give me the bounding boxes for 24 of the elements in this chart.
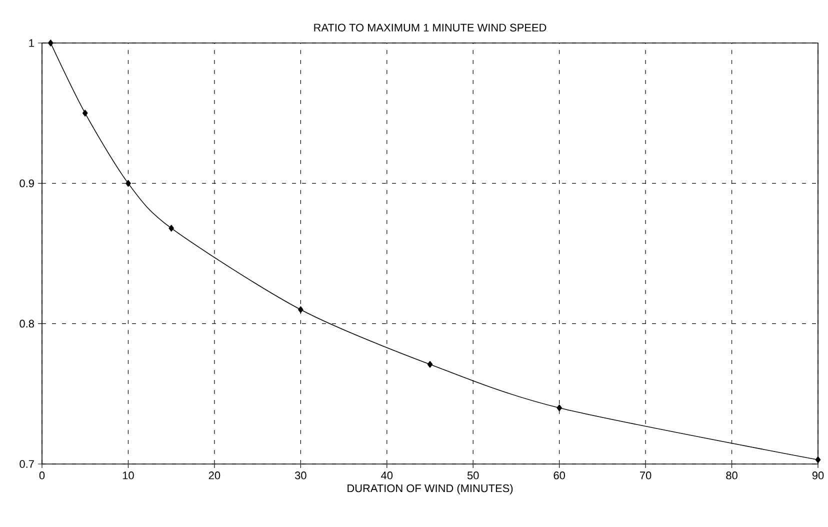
x-tick-label: 10 (122, 472, 134, 480)
x-tick-label: 20 (208, 472, 220, 480)
y-tick-label: 1 (29, 39, 34, 47)
chart-title: RATIO TO MAXIMUM 1 MINUTE WIND SPEED (314, 24, 546, 32)
point (556, 404, 562, 412)
x-axis-title: DURATION OF WIND (MINUTES) (348, 484, 513, 494)
x-tick-label: 90 (812, 472, 824, 480)
y-tick-label: 0.7 (20, 460, 34, 468)
point (126, 180, 131, 187)
x-tick-label: 0 (39, 472, 45, 480)
x-tick-label: 60 (554, 472, 565, 480)
point (427, 360, 433, 368)
x-tick-label: 50 (467, 472, 479, 480)
x-tick-label: 80 (726, 472, 738, 480)
point (168, 224, 174, 232)
point (815, 456, 821, 464)
y-tick-label: 0.9 (20, 179, 34, 188)
x-tick-label: 30 (294, 472, 306, 480)
point (298, 306, 304, 314)
x-tick-label: 40 (381, 472, 393, 480)
y-tick-label: 0.8 (20, 320, 34, 328)
point (48, 40, 54, 46)
x-tick-label: 70 (640, 472, 652, 480)
point (82, 110, 88, 117)
